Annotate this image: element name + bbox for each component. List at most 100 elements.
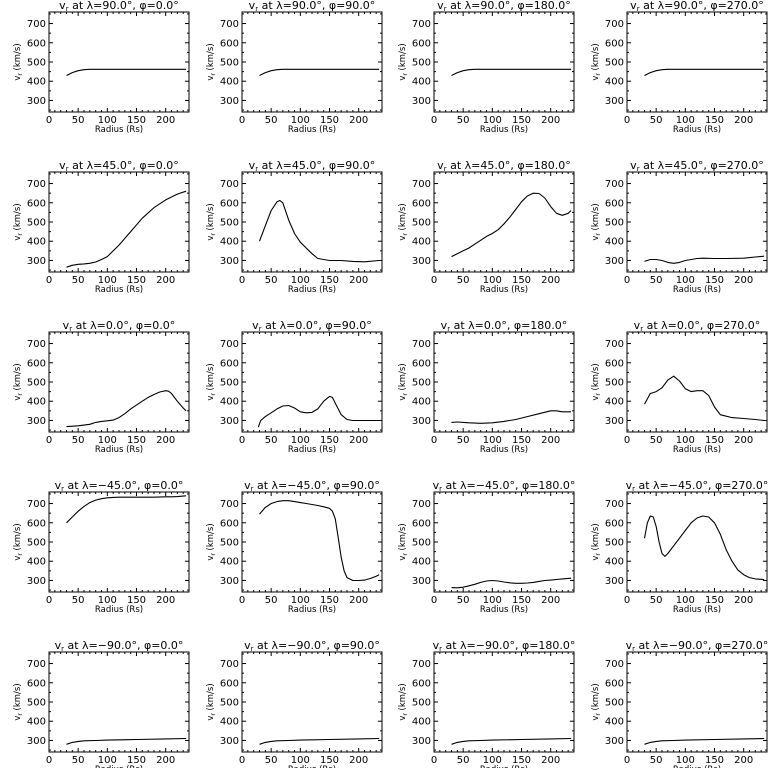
- y-tick-label: 700: [27, 659, 46, 670]
- y-tick-label: 500: [605, 538, 624, 549]
- plot-frame: [48, 171, 190, 273]
- x-axis-label: Radius (Rs): [480, 285, 528, 295]
- x-tick-label: 150: [320, 435, 339, 446]
- y-tick-label: 400: [412, 717, 431, 728]
- y-axis-label: vr (km/s): [591, 523, 602, 560]
- subplot-0-2: vr at λ=90.0°, φ=180.0° 0 50 100 150 200 300 40…: [398, 0, 575, 135]
- y-tick-label: 300: [412, 736, 431, 747]
- x-tick-label: 0: [239, 275, 245, 286]
- y-tick-label: 500: [220, 218, 239, 229]
- x-tick-label: 150: [127, 275, 146, 286]
- subplot-title: vr at λ=45.0°, φ=270.0°: [630, 159, 764, 173]
- x-tick-label: 150: [127, 755, 146, 766]
- y-tick-label: 300: [412, 576, 431, 587]
- series-line: [257, 395, 380, 428]
- y-tick-label: 300: [605, 576, 624, 587]
- series-line: [259, 500, 380, 582]
- y-tick-label: 400: [412, 557, 431, 568]
- y-tick-label: 400: [412, 237, 431, 248]
- x-tick-label: 100: [291, 435, 310, 446]
- y-tick-label: 700: [605, 339, 624, 350]
- y-tick-label: 700: [220, 339, 239, 350]
- x-axis-label: Radius (Rs): [673, 285, 721, 295]
- plot-frame: [626, 331, 768, 433]
- x-tick-label: 50: [457, 275, 470, 286]
- series-line: [66, 495, 187, 524]
- x-axis-label: Radius (Rs): [480, 445, 528, 455]
- subplot-1-2: vr at λ=45.0°, φ=180.0° 0 50 100 150 200 300 40…: [398, 159, 575, 295]
- x-tick-label: 200: [349, 115, 368, 126]
- y-tick-label: 400: [220, 77, 239, 88]
- plot-frame: [48, 651, 190, 753]
- subplot-title: vr at λ=90.0°, φ=270.0°: [630, 0, 764, 13]
- y-tick-label: 600: [412, 358, 431, 369]
- y-tick-label: 600: [220, 38, 239, 49]
- subplot-title: vr at λ=−45.0°, φ=270.0°: [626, 479, 768, 493]
- y-axis-label: vr (km/s): [13, 523, 24, 560]
- x-tick-label: 0: [624, 275, 630, 286]
- y-tick-label: 600: [27, 38, 46, 49]
- subplot-title: vr at λ=−45.0°, φ=90.0°: [244, 479, 380, 493]
- subplot-title: vr at λ=−45.0°, φ=180.0°: [433, 479, 576, 493]
- y-tick-label: 300: [27, 256, 46, 267]
- x-tick-label: 100: [291, 115, 310, 126]
- x-tick-label: 0: [624, 115, 630, 126]
- y-tick-label: 700: [605, 19, 624, 30]
- x-tick-label: 150: [705, 115, 724, 126]
- subplot-title: vr at λ=0.0°, φ=270.0°: [634, 319, 761, 333]
- plot-frame: [626, 651, 768, 753]
- x-tick-label: 0: [431, 275, 437, 286]
- y-tick-label: 600: [412, 518, 431, 529]
- subplot-title: vr at λ=45.0°, φ=90.0°: [249, 159, 376, 173]
- x-tick-label: 100: [98, 595, 117, 606]
- x-axis-label: Radius (Rs): [673, 445, 721, 455]
- y-tick-label: 400: [220, 557, 239, 568]
- x-tick-label: 100: [291, 755, 310, 766]
- y-tick-label: 700: [412, 659, 431, 670]
- x-tick-label: 150: [512, 115, 531, 126]
- subplot-title: vr at λ=−45.0°, φ=0.0°: [55, 479, 184, 493]
- y-tick-label: 400: [27, 397, 46, 408]
- x-tick-label: 150: [705, 595, 724, 606]
- y-tick-label: 500: [412, 378, 431, 389]
- y-axis-label: vr (km/s): [206, 43, 217, 80]
- y-axis-label: vr (km/s): [206, 363, 217, 400]
- y-tick-label: 500: [27, 538, 46, 549]
- x-tick-label: 50: [457, 595, 470, 606]
- y-tick-label: 600: [27, 358, 46, 369]
- y-tick-label: 600: [27, 518, 46, 529]
- subplot-0-1: vr at λ=90.0°, φ=90.0° 0 50 100 150 200 300 400…: [206, 0, 383, 135]
- y-tick-label: 600: [412, 38, 431, 49]
- x-axis-label: Radius (Rs): [480, 125, 528, 135]
- y-tick-label: 300: [27, 576, 46, 587]
- y-tick-label: 700: [27, 339, 46, 350]
- y-tick-label: 500: [412, 218, 431, 229]
- x-tick-label: 50: [72, 755, 85, 766]
- x-tick-label: 100: [98, 275, 117, 286]
- x-tick-label: 0: [46, 435, 52, 446]
- subplot-2-2: vr at λ=0.0°, φ=180.0° 0 50 100 150 200 300 400…: [398, 319, 575, 455]
- subplot-title: vr at λ=0.0°, φ=90.0°: [252, 319, 372, 333]
- y-axis-label: vr (km/s): [591, 683, 602, 720]
- subplot-2-1: vr at λ=0.0°, φ=90.0° 0 50 100 150 200 300 400 5…: [206, 319, 383, 455]
- x-tick-label: 150: [705, 755, 724, 766]
- x-tick-label: 100: [676, 275, 695, 286]
- x-tick-label: 50: [265, 595, 278, 606]
- subplot-title: vr at λ=0.0°, φ=0.0°: [63, 319, 176, 333]
- x-tick-label: 50: [72, 115, 85, 126]
- y-axis-label: vr (km/s): [13, 363, 24, 400]
- x-tick-label: 200: [734, 115, 753, 126]
- series-line: [451, 577, 572, 589]
- series-line: [258, 199, 380, 263]
- y-tick-label: 500: [605, 698, 624, 709]
- x-tick-label: 100: [98, 755, 117, 766]
- y-tick-label: 700: [605, 659, 624, 670]
- y-tick-label: 600: [220, 518, 239, 529]
- x-tick-label: 50: [265, 275, 278, 286]
- subplot-2-3: vr at λ=0.0°, φ=270.0° 0 50 100 150 200 300 400…: [591, 319, 768, 455]
- series-line: [66, 390, 187, 428]
- x-tick-label: 0: [624, 755, 630, 766]
- y-tick-label: 700: [220, 659, 239, 670]
- x-tick-label: 0: [431, 595, 437, 606]
- y-tick-label: 700: [27, 179, 46, 190]
